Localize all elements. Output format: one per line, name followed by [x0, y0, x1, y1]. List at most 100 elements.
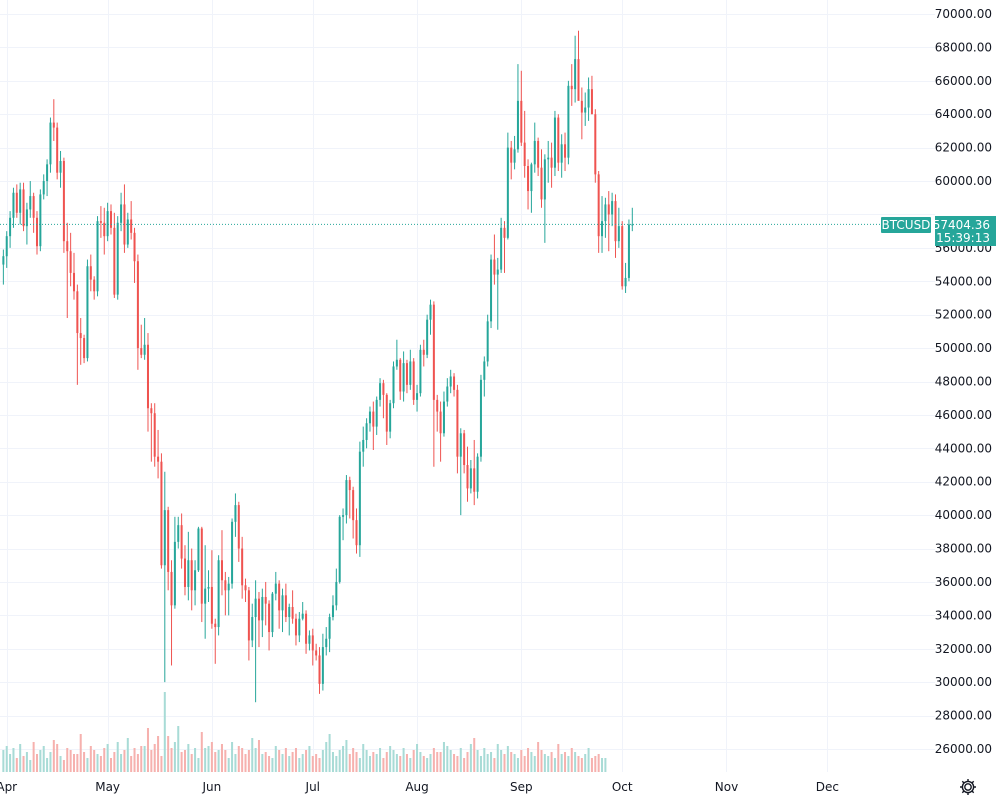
candle-body [291, 607, 294, 619]
candle-body [375, 399, 378, 427]
candle [200, 526, 203, 623]
candle [321, 633, 324, 691]
candle-body [362, 439, 365, 452]
volume-bar [278, 750, 281, 772]
volume-bar [352, 748, 355, 772]
candle-body [15, 192, 18, 213]
candle-body [385, 394, 388, 432]
candle-body [66, 241, 69, 252]
volume-bar [453, 754, 456, 772]
volume-bar [405, 754, 408, 772]
candle-body [264, 596, 267, 604]
candle [318, 647, 321, 694]
time-axis[interactable]: Apr May Jun Jul Aug Sep Oct Nov Dec [0, 780, 839, 794]
candle [506, 132, 509, 240]
volume-bar [543, 754, 546, 772]
candle [163, 471, 166, 683]
candle-body [170, 571, 173, 606]
candle [587, 77, 590, 121]
candle-body [244, 585, 247, 591]
candle-body [446, 386, 449, 402]
candle [126, 212, 129, 248]
volume-bar [469, 744, 472, 772]
volume-bar [479, 756, 482, 772]
candle-body [42, 181, 45, 195]
candle-body [220, 560, 223, 581]
candle-body [570, 85, 573, 90]
volume-bar [200, 732, 203, 772]
candle-body [368, 411, 371, 424]
candle [86, 259, 89, 362]
volume-bar [533, 756, 536, 772]
candle-body [271, 593, 274, 633]
volume-bar [513, 754, 516, 772]
candle [496, 257, 499, 330]
volume-bar [170, 748, 173, 772]
candle-body [22, 189, 25, 227]
candle [342, 508, 345, 541]
candle-body [210, 586, 213, 624]
candle-body [93, 279, 96, 292]
candle-body [190, 560, 193, 591]
candle [103, 207, 106, 255]
candle [597, 171, 600, 253]
candle-body [419, 349, 422, 394]
volume-bar [597, 754, 600, 772]
candle-body [143, 344, 146, 355]
volume-bar [281, 754, 284, 772]
candle [49, 117, 52, 173]
x-tick-label: May [95, 780, 120, 794]
price-axis[interactable]: 70000.00 68000.00 66000.00 64000.00 62000.00… [935, 7, 992, 756]
candle [553, 110, 556, 177]
x-tick-label: Nov [715, 780, 738, 794]
candle [291, 590, 294, 624]
volume-bar [291, 752, 294, 772]
candle [143, 318, 146, 360]
candle [335, 568, 338, 611]
volume-bar [35, 754, 39, 772]
y-tick-label: 70000.00 [935, 7, 992, 21]
candle-body [315, 650, 318, 656]
volume-bar [510, 752, 513, 772]
volume-bar [483, 748, 486, 772]
candle-body [557, 117, 560, 163]
candle-body [96, 221, 99, 292]
y-tick-label: 40000.00 [935, 508, 992, 522]
candle [150, 403, 153, 462]
candle-body [89, 266, 92, 280]
x-tick-label: Jun [202, 780, 222, 794]
candle [405, 359, 408, 394]
candle [379, 378, 382, 407]
candle [631, 207, 634, 232]
candle [325, 627, 328, 656]
settings-button[interactable] [960, 779, 976, 795]
candle [116, 216, 119, 300]
candle [183, 545, 186, 596]
candle-body [490, 259, 493, 322]
candle [120, 192, 123, 232]
candle [301, 602, 304, 621]
candle-body [590, 89, 593, 115]
candle-body [486, 321, 489, 362]
candle-body [251, 617, 254, 641]
candle-body [533, 140, 536, 165]
candle-body [76, 291, 79, 334]
candle [389, 399, 392, 439]
volume-bar [466, 752, 469, 772]
candle-body [146, 344, 149, 409]
volume-bar [190, 754, 193, 772]
volume-bar [442, 742, 445, 772]
candle [281, 588, 284, 633]
candle [540, 149, 543, 208]
candle-body [409, 361, 412, 385]
x-tick-label: Oct [612, 780, 633, 794]
candle [160, 453, 163, 569]
volume-bar [271, 758, 274, 772]
volume-bar [93, 750, 96, 772]
candle-body [547, 157, 550, 160]
volume-bar [402, 748, 405, 772]
candle-body [493, 259, 496, 275]
candle-body [116, 222, 119, 295]
volume-bar [274, 746, 277, 772]
